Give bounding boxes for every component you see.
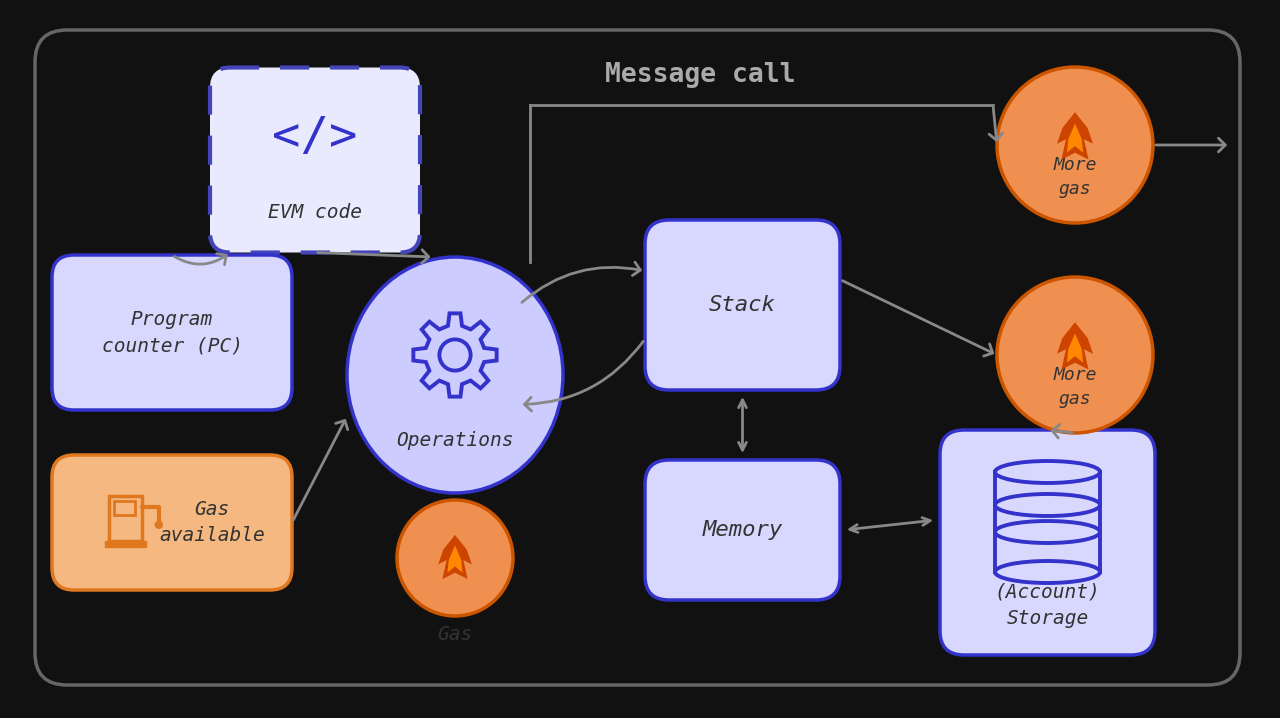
Text: (Account)
Storage: (Account) Storage	[995, 582, 1101, 628]
FancyBboxPatch shape	[940, 430, 1155, 655]
FancyBboxPatch shape	[109, 495, 142, 541]
FancyBboxPatch shape	[645, 460, 840, 600]
Text: Gas: Gas	[438, 625, 472, 643]
Circle shape	[397, 500, 513, 616]
Circle shape	[155, 521, 163, 529]
Text: Message call: Message call	[604, 62, 795, 88]
Text: Memory: Memory	[703, 520, 782, 540]
Text: Operations: Operations	[397, 431, 513, 449]
Polygon shape	[438, 535, 472, 579]
Circle shape	[997, 67, 1153, 223]
FancyBboxPatch shape	[52, 255, 292, 410]
Polygon shape	[1057, 322, 1093, 370]
Text: </>: </>	[273, 116, 357, 161]
Text: Gas
available: Gas available	[159, 500, 265, 545]
Polygon shape	[1068, 333, 1083, 363]
FancyBboxPatch shape	[645, 220, 840, 390]
Polygon shape	[1068, 123, 1083, 153]
Ellipse shape	[995, 561, 1100, 583]
FancyBboxPatch shape	[114, 501, 136, 516]
Text: More
gas: More gas	[1053, 157, 1097, 197]
FancyBboxPatch shape	[52, 455, 292, 590]
Circle shape	[997, 277, 1153, 433]
Text: Stack: Stack	[709, 295, 776, 315]
Text: EVM code: EVM code	[268, 202, 362, 221]
Polygon shape	[448, 546, 462, 573]
Ellipse shape	[347, 257, 563, 493]
FancyBboxPatch shape	[105, 541, 146, 546]
FancyBboxPatch shape	[210, 67, 420, 253]
Text: More
gas: More gas	[1053, 366, 1097, 408]
Text: Program
counter (PC): Program counter (PC)	[101, 309, 242, 355]
Polygon shape	[1057, 112, 1093, 159]
